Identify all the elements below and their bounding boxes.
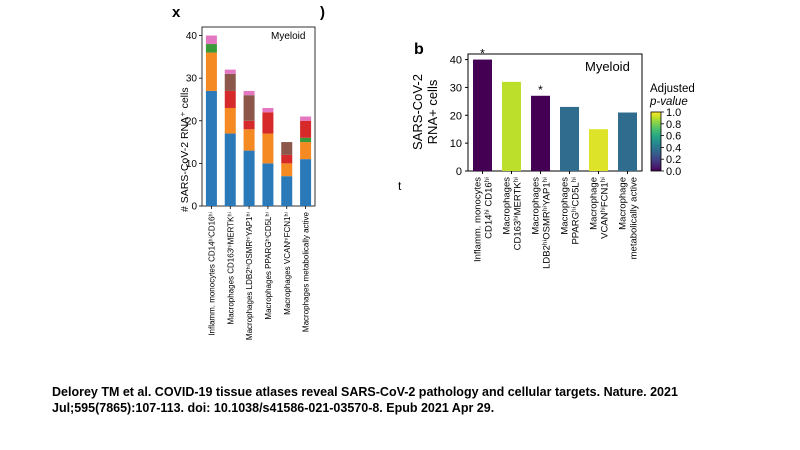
significance-marker: *	[480, 47, 485, 61]
y-axis: 0 10 20 30 40	[186, 31, 202, 213]
stacked-bar-segment	[205, 90, 217, 206]
bar	[531, 95, 550, 171]
stacked-bar-segment	[300, 116, 312, 121]
stacked-bar-segment	[243, 90, 255, 96]
colorbar-tick-label: 0.6	[666, 131, 681, 143]
x-tick-label: metabolically active	[629, 177, 640, 259]
y-axis-label: # SARS-CoV-2 RNA⁺ cells	[179, 87, 191, 212]
plot-frame	[467, 53, 643, 172]
colorbar-ramp	[650, 111, 662, 172]
y-axis-label-line: SARS-CoV-2	[410, 74, 425, 150]
stacked-bar-segment	[243, 150, 255, 206]
x-tick-label: PPARGʰⁱCD5Lʰⁱ	[571, 177, 582, 245]
y-tick-label: 40	[450, 55, 462, 67]
stacked-bar-segment	[205, 52, 217, 91]
colorbar-tick-label: 0.0	[666, 166, 681, 178]
panel-annotation: Myeloid	[585, 59, 630, 74]
stacked-bar-segment	[243, 95, 255, 121]
stacked-bar-segment	[262, 133, 274, 164]
panel-annotation: Myeloid	[271, 31, 305, 42]
colorbar-title-line: Adjusted	[650, 83, 695, 95]
y-tick-label: 20	[450, 110, 462, 122]
stacked-bar-segment	[224, 73, 236, 91]
x-tick-label: Macrophage	[618, 177, 629, 230]
y-axis: 0 10 20 30 40	[450, 55, 468, 178]
cropped-title-fragment-left: x	[172, 4, 181, 21]
stacked-bar-segment	[224, 69, 236, 74]
significance-marker: *	[538, 83, 543, 97]
y-tick-label: 40	[186, 31, 198, 42]
cropped-axis-fragment: t	[398, 179, 402, 193]
x-tick-labels: Inflamm. monocytes CD14ʰⁱCD16ʰⁱ Macrophag…	[207, 206, 311, 340]
colorbar-tick-label: 1.0	[666, 107, 681, 119]
bar	[502, 81, 521, 171]
x-tick-label: Macrophages LDB2ʰⁱOSMRʰⁱYAP1ʰⁱ	[245, 212, 254, 340]
stacked-bar-segment	[262, 107, 274, 113]
stacked-bar-segment	[224, 107, 236, 134]
stacked-bar-segment	[281, 142, 293, 155]
y-tick-label: 30	[186, 74, 198, 85]
bar	[473, 59, 492, 172]
stacked-bar-segment	[205, 44, 217, 53]
x-tick-label: VCANʰⁱFCN1ʰⁱ	[600, 177, 611, 239]
bar-group	[205, 35, 312, 206]
plot-frame	[201, 26, 316, 207]
x-tick-label: Macrophages VCANʰⁱFCN1ʰⁱ	[283, 212, 292, 315]
bar-chart-panel: b Myeloid 0 10 20 30 40 SARS-CoV-2 RNA+ cells…	[410, 41, 695, 269]
x-tick-label: Macrophages CD163ʰⁱMERTKʰⁱ	[226, 212, 235, 324]
y-tick-label: 10	[450, 138, 462, 150]
stacked-bar-chart-panel: Myeloid 0 10 20 30 40 Inflamm. monocytes CD1…	[179, 26, 316, 340]
x-tick-label: CD14ʰⁱ CD16ʰⁱ	[484, 177, 495, 239]
bar	[618, 112, 637, 171]
x-tick-label: Macrophage	[589, 177, 600, 230]
bar-group: **	[473, 47, 637, 172]
x-tick-label: Inflamm. monocytes CD14ʰⁱCD16ʰⁱ	[207, 212, 216, 336]
y-tick-label: 0	[191, 202, 197, 213]
stacked-bar-segment	[300, 137, 312, 143]
stacked-bar-segment	[243, 120, 255, 130]
stacked-bar-segment	[243, 129, 255, 151]
x-tick-label: CD163ʰⁱMERTKʰⁱ	[513, 177, 524, 251]
y-tick-label: 0	[456, 166, 462, 178]
x-tick-label: Macrophages PPARGʰⁱCD5Lʰⁱ	[264, 212, 273, 320]
stacked-bar-segment	[281, 176, 293, 206]
stacked-bar-segment	[262, 112, 274, 134]
colorbar-tick-label: 0.2	[666, 154, 681, 166]
x-tick-label: Macrophages	[560, 177, 571, 235]
x-tick-label: LDB2ʰⁱOSMRʰⁱYAP1ʰⁱ	[542, 177, 553, 269]
x-tick-label: Macrophages	[531, 177, 542, 235]
y-axis-label-line: RNA+ cells	[425, 79, 440, 144]
stacked-bar-segment	[224, 133, 236, 206]
stacked-bar-segment	[300, 120, 312, 138]
panel-label: b	[414, 41, 424, 58]
stacked-bar-segment	[281, 163, 293, 177]
x-tick-label: Inflamm. monocytes	[473, 177, 484, 262]
cropped-title-fragment-right: )	[320, 4, 325, 21]
bar	[589, 129, 608, 171]
colorbar-title-line: p-value	[649, 96, 688, 108]
colorbar-tick-label: 0.4	[666, 142, 681, 154]
citation-text: Delorey TM et al. COVID-19 tissue atlase…	[52, 385, 678, 415]
colorbar-tick-label: 0.8	[666, 119, 681, 131]
bar	[560, 106, 579, 171]
stacked-bar-segment	[300, 159, 312, 206]
redaction-bar	[200, 4, 318, 20]
y-tick-label: 10	[186, 159, 198, 170]
stacked-bar-segment	[205, 35, 217, 45]
x-tick-label: Macrophages	[502, 177, 513, 235]
y-axis-label: SARS-CoV-2 RNA+ cells	[410, 74, 440, 150]
x-tick-label: Macrophages metabolically active	[302, 211, 311, 332]
stacked-bar-segment	[300, 142, 312, 160]
y-tick-label: 30	[450, 82, 462, 94]
x-tick-labels: Inflamm. monocytes CD14ʰⁱ CD16ʰⁱ Macrophag…	[473, 171, 640, 269]
stacked-bar-segment	[262, 163, 274, 206]
stacked-bar-segment	[224, 90, 236, 108]
y-tick-label: 20	[186, 116, 198, 127]
stacked-bar-segment	[281, 154, 293, 164]
